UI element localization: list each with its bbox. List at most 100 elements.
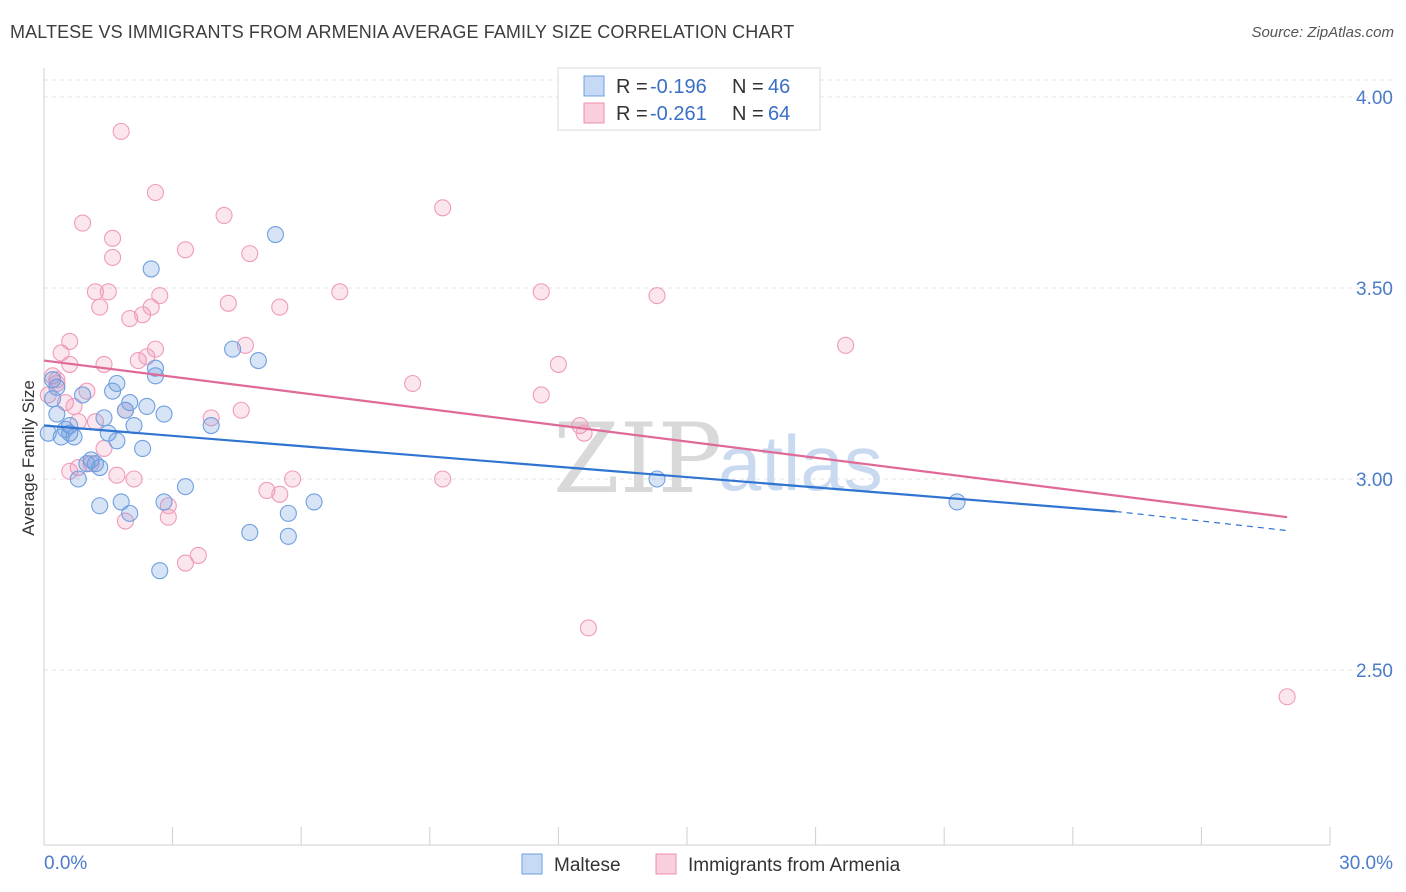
point-maltese — [108, 374, 126, 393]
point-armenia — [104, 248, 122, 266]
point-armenia — [52, 344, 70, 362]
point-armenia — [404, 374, 422, 393]
y-tick-label: 3.50 — [1356, 279, 1393, 300]
y-tick-labels: 2.50 3.00 3.50 4.00 — [1356, 88, 1393, 682]
y-tick-label: 4.00 — [1356, 88, 1393, 109]
legend-swatch-armenia — [583, 102, 605, 124]
point-maltese — [95, 409, 113, 427]
point-armenia — [125, 470, 143, 488]
point-armenia — [532, 386, 550, 404]
point-armenia — [434, 470, 452, 488]
point-armenia — [215, 206, 233, 224]
point-armenia — [232, 401, 250, 419]
point-armenia — [258, 481, 276, 500]
point-armenia — [104, 229, 122, 247]
point-armenia — [146, 340, 165, 358]
legend-r-value-armenia: -0.261 — [650, 103, 707, 125]
y-tick-label: 3.00 — [1356, 470, 1393, 491]
point-maltese — [241, 523, 259, 542]
point-maltese — [224, 340, 242, 358]
x-tick-labels: 0.0% 30.0% — [44, 853, 1393, 874]
bottom-legend-swatch-armenia — [655, 853, 677, 875]
point-armenia — [61, 332, 79, 351]
point-maltese — [112, 493, 130, 511]
legend-n-label-1: N = — [732, 76, 764, 98]
chart-title: MALTESE VS IMMIGRANTS FROM ARMENIA AVERA… — [10, 22, 795, 42]
point-armenia — [112, 122, 130, 140]
point-armenia — [95, 355, 113, 373]
point-armenia — [56, 394, 74, 412]
legend-n-label-2: N = — [732, 103, 764, 125]
point-armenia — [176, 554, 195, 572]
y-axis-label: Average Family Size — [19, 380, 38, 536]
point-armenia — [74, 214, 92, 232]
legend-r-value-maltese: -0.196 — [650, 76, 707, 98]
point-maltese — [146, 359, 165, 377]
point-armenia — [142, 298, 160, 316]
point-maltese — [279, 527, 297, 545]
point-armenia — [99, 283, 117, 301]
point-armenia — [121, 310, 139, 328]
point-maltese — [176, 478, 195, 496]
point-armenia — [219, 294, 237, 312]
point-maltese — [134, 439, 152, 457]
point-maltese — [44, 371, 62, 389]
point-armenia — [91, 298, 109, 316]
point-maltese — [91, 458, 109, 477]
point-maltese — [108, 432, 126, 450]
point-maltese — [48, 405, 66, 423]
trend-line-maltese — [43, 424, 1116, 513]
x-tick-label: 30.0% — [1339, 853, 1393, 874]
y-tick-label: 2.50 — [1356, 661, 1393, 682]
point-armenia — [236, 336, 255, 354]
point-maltese — [155, 493, 173, 511]
point-maltese — [305, 493, 323, 511]
point-armenia — [1278, 688, 1296, 706]
axes — [43, 68, 1331, 846]
point-maltese — [125, 416, 143, 435]
legend-r-label-1: R = — [616, 76, 648, 98]
point-maltese — [91, 497, 109, 515]
point-armenia — [108, 466, 126, 484]
point-maltese — [948, 493, 966, 511]
trend-line-maltese-extension — [1115, 510, 1288, 532]
point-armenia — [579, 619, 597, 637]
point-maltese — [74, 386, 92, 404]
bottom-legend-maltese: Maltese — [554, 855, 621, 876]
bottom-legend: Maltese Immigrants from Armenia — [521, 853, 901, 876]
legend-n-value-maltese: 46 — [768, 76, 790, 98]
point-armenia — [837, 336, 855, 354]
trend-lines — [43, 359, 1288, 532]
point-maltese — [121, 394, 139, 412]
point-armenia — [151, 287, 169, 305]
legend-r-label-2: R = — [616, 103, 648, 125]
point-maltese — [249, 352, 267, 370]
point-armenia — [434, 199, 452, 217]
bottom-legend-armenia: Immigrants from Armenia — [688, 855, 901, 876]
point-maltese — [266, 225, 285, 244]
watermark-zip: ZIP — [553, 403, 722, 515]
point-armenia — [146, 183, 165, 202]
point-maltese — [142, 260, 160, 278]
point-maltese — [155, 405, 173, 423]
point-armenia — [331, 283, 349, 301]
point-armenia — [648, 287, 666, 305]
point-armenia — [549, 355, 567, 373]
point-maltese — [279, 504, 297, 522]
trend-line-armenia — [43, 359, 1288, 519]
point-maltese — [65, 428, 83, 446]
point-armenia — [241, 245, 259, 263]
data-points — [39, 122, 1296, 706]
x-tick-label: 0.0% — [44, 853, 87, 874]
point-maltese — [151, 562, 169, 580]
point-armenia — [271, 298, 289, 316]
point-armenia — [82, 455, 100, 473]
point-maltese — [138, 397, 156, 415]
gridlines — [44, 79, 1392, 671]
point-maltese — [121, 504, 139, 522]
bottom-legend-swatch-maltese — [521, 853, 543, 875]
legend-swatch-maltese — [583, 75, 605, 97]
point-armenia — [532, 283, 550, 301]
point-armenia — [189, 546, 207, 564]
